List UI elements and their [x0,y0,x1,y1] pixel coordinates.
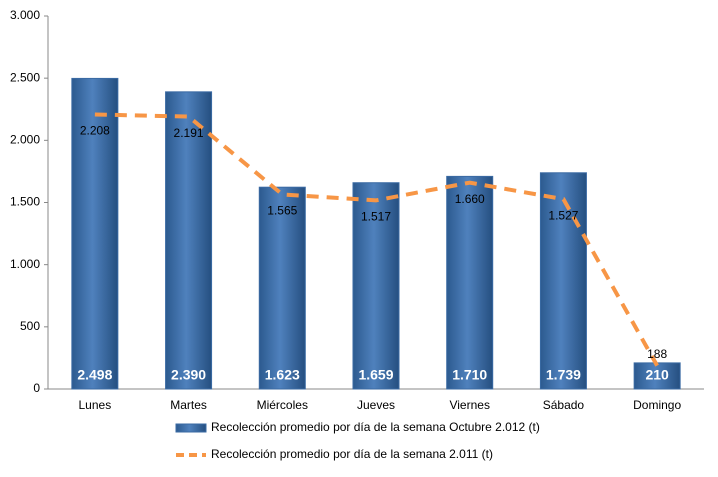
bar-value-label: 1.623 [265,367,300,383]
x-tick-label: Lunes [79,398,112,412]
x-tick-label: Sábado [543,398,585,412]
bar [165,91,213,390]
bar [352,182,400,390]
line-value-label: 1.660 [455,192,485,206]
legend-label: Recolección promedio por día de la seman… [211,420,540,434]
y-tick-label: 2.000 [10,133,40,147]
bar [539,172,587,390]
bar-value-label: 1.739 [546,367,581,383]
x-tick-label: Miércoles [257,398,308,412]
line-value-label: 1.565 [267,204,297,218]
bar-value-label: 2.390 [171,367,206,383]
legend-swatch [175,423,207,433]
line-value-label: 188 [647,347,667,361]
x-tick-label: Viernes [449,398,489,412]
y-tick-label: 2.500 [10,70,40,84]
y-tick-label: 1.500 [10,195,40,209]
line [94,112,659,367]
bar-value-label: 2.498 [77,367,112,383]
x-tick-label: Jueves [357,398,395,412]
bar [71,77,119,390]
y-tick-label: 0 [33,381,40,395]
bar-value-label: 1.659 [358,367,393,383]
legend-label: Recolección promedio por día de la seman… [211,447,493,461]
bar [446,175,494,390]
y-tick-label: 500 [20,319,40,333]
y-tick-label: 3.000 [10,8,40,22]
bar-value-label: 1.710 [452,367,487,383]
x-tick-label: Martes [170,398,207,412]
line-value-label: 2.191 [174,126,204,140]
x-tick-label: Domingo [633,398,681,412]
y-tick-label: 1.000 [10,257,40,271]
bar [258,186,306,390]
line-value-label: 1.517 [361,210,391,224]
bar-value-label: 210 [645,367,669,383]
line-value-label: 2.208 [80,124,110,138]
line-value-label: 1.527 [548,208,578,222]
